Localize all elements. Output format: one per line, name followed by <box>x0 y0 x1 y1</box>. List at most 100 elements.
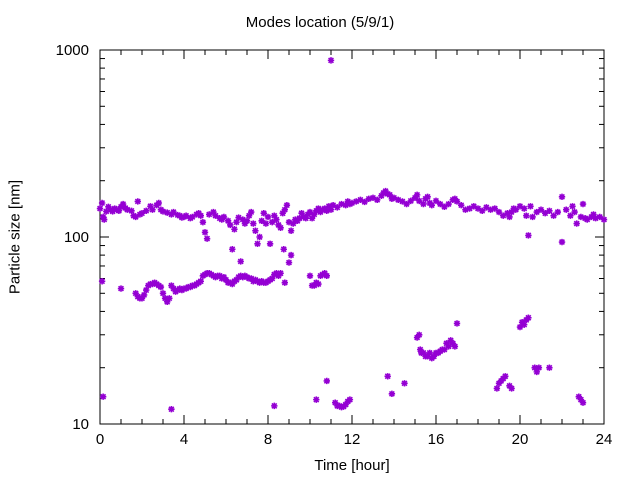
data-point <box>206 211 213 218</box>
data-point <box>416 331 423 338</box>
data-point <box>164 209 171 216</box>
data-point <box>279 210 286 217</box>
y-axis-label: Particle size [nm] <box>6 179 24 295</box>
data-point <box>516 323 524 331</box>
data-point <box>159 290 167 297</box>
data-point <box>269 218 276 226</box>
data-point <box>453 320 461 327</box>
data-point <box>590 211 597 218</box>
y-tick-label: 100 <box>64 229 89 246</box>
data-point <box>550 212 557 219</box>
data-point <box>262 220 270 227</box>
data-point <box>533 208 540 216</box>
data-point <box>149 206 156 213</box>
data-point <box>365 195 372 203</box>
x-tick-label: 8 <box>264 431 272 448</box>
x-tick-label: 4 <box>180 431 188 448</box>
data-point <box>401 380 408 387</box>
data-point <box>569 203 576 210</box>
data-point <box>493 385 501 392</box>
x-tick-label: 16 <box>428 431 445 448</box>
data-point <box>342 201 349 209</box>
data-point <box>527 203 534 210</box>
data-point <box>140 291 148 299</box>
data-point <box>577 396 585 403</box>
data-point <box>224 217 232 225</box>
data-point <box>479 207 486 215</box>
data-point <box>384 190 391 198</box>
data-point <box>554 208 561 216</box>
data-point <box>353 198 360 205</box>
data-point <box>502 373 509 380</box>
data-point <box>348 199 356 207</box>
data-point <box>596 213 603 221</box>
data-point <box>239 216 246 223</box>
data-point <box>374 196 381 204</box>
data-point <box>525 232 532 239</box>
data-point <box>132 213 139 221</box>
data-point <box>495 208 503 216</box>
data-point <box>416 197 423 205</box>
data-point <box>273 216 280 223</box>
data-point <box>378 192 385 200</box>
data-point <box>491 205 498 212</box>
data-point <box>424 353 431 360</box>
data-point <box>537 206 545 213</box>
data-point <box>571 208 578 216</box>
data-point <box>233 218 240 226</box>
data-point <box>542 210 549 217</box>
data-point <box>399 198 406 205</box>
data-point <box>250 220 257 227</box>
data-point <box>311 282 318 289</box>
data-point <box>323 377 330 385</box>
data-point <box>170 208 177 216</box>
data-point <box>197 212 204 219</box>
data-point <box>229 280 236 288</box>
data-point <box>369 194 377 202</box>
data-point <box>101 216 108 223</box>
data-point <box>168 282 175 289</box>
data-point <box>325 203 333 210</box>
x-tick-label: 20 <box>512 431 529 448</box>
data-point <box>525 314 532 321</box>
data-point <box>170 285 177 292</box>
data-point <box>388 390 396 398</box>
x-tick-label: 24 <box>596 431 613 448</box>
data-point <box>243 217 251 225</box>
data-point <box>346 396 354 403</box>
data-point <box>500 212 507 219</box>
data-point <box>248 275 255 282</box>
data-point <box>275 221 282 229</box>
data-point <box>308 215 316 222</box>
data-point <box>164 298 171 306</box>
data-point <box>592 215 599 222</box>
data-point <box>201 229 209 236</box>
axis-tick-labels: 0 4 8 12 16 20 24 10 100 1000 <box>56 42 613 448</box>
data-point <box>258 217 265 225</box>
data-point <box>313 396 320 403</box>
data-point <box>166 295 173 302</box>
data-point <box>290 220 297 227</box>
data-point <box>521 321 528 328</box>
data-point <box>462 206 469 213</box>
data-point <box>103 208 110 215</box>
data-point <box>252 227 259 234</box>
y-tick-label: 1000 <box>56 42 89 59</box>
data-point <box>327 206 335 213</box>
data-point <box>280 246 287 253</box>
data-point <box>296 215 303 222</box>
data-point <box>558 193 566 201</box>
data-point <box>227 221 234 229</box>
data-point <box>254 240 261 247</box>
data-point <box>323 272 330 280</box>
data-point <box>220 273 228 281</box>
data-point <box>98 278 106 285</box>
data-point <box>99 393 107 400</box>
data-point <box>342 401 349 408</box>
data-point <box>99 213 107 221</box>
data-point <box>474 205 482 212</box>
data-point <box>483 204 490 211</box>
data-point <box>516 203 524 210</box>
data-point <box>411 194 419 202</box>
data-point <box>161 295 169 302</box>
